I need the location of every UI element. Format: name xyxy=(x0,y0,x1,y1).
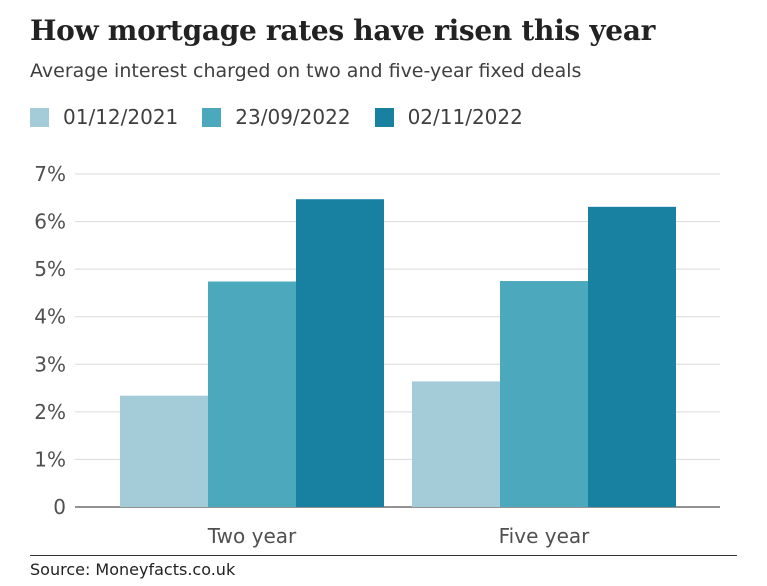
y-tick-label: 2% xyxy=(34,400,66,424)
y-tick-label: 3% xyxy=(34,352,66,376)
y-tick-label: 0 xyxy=(53,495,66,519)
legend-swatch xyxy=(202,107,222,127)
y-tick-label: 7% xyxy=(34,162,66,186)
x-tick-label: Two year xyxy=(207,524,297,548)
bar xyxy=(412,381,500,507)
legend: 01/12/2021 23/09/2022 02/11/2022 xyxy=(30,104,547,130)
legend-label: 01/12/2021 xyxy=(63,105,179,129)
bar xyxy=(500,281,588,507)
source-note: Source: Moneyfacts.co.uk xyxy=(30,560,236,579)
y-tick-label: 4% xyxy=(34,305,66,329)
x-tick-label: Five year xyxy=(499,524,591,548)
source-divider xyxy=(30,555,737,556)
legend-label: 23/09/2022 xyxy=(235,105,351,129)
y-tick-label: 6% xyxy=(34,210,66,234)
y-tick-label: 1% xyxy=(34,447,66,471)
legend-label: 02/11/2022 xyxy=(407,105,523,129)
legend-item: 23/09/2022 xyxy=(202,105,351,129)
chart-subtitle: Average interest charged on two and five… xyxy=(30,60,582,82)
y-tick-label: 5% xyxy=(34,257,66,281)
legend-swatch xyxy=(30,107,49,127)
bar xyxy=(296,199,384,507)
bar xyxy=(208,281,296,507)
legend-swatch xyxy=(374,107,394,127)
bar xyxy=(588,206,676,507)
legend-item: 02/11/2022 xyxy=(374,105,523,129)
legend-item: 01/12/2021 xyxy=(30,105,178,129)
chart-title: How mortgage rates have risen this year xyxy=(30,14,656,47)
bar xyxy=(120,395,208,507)
